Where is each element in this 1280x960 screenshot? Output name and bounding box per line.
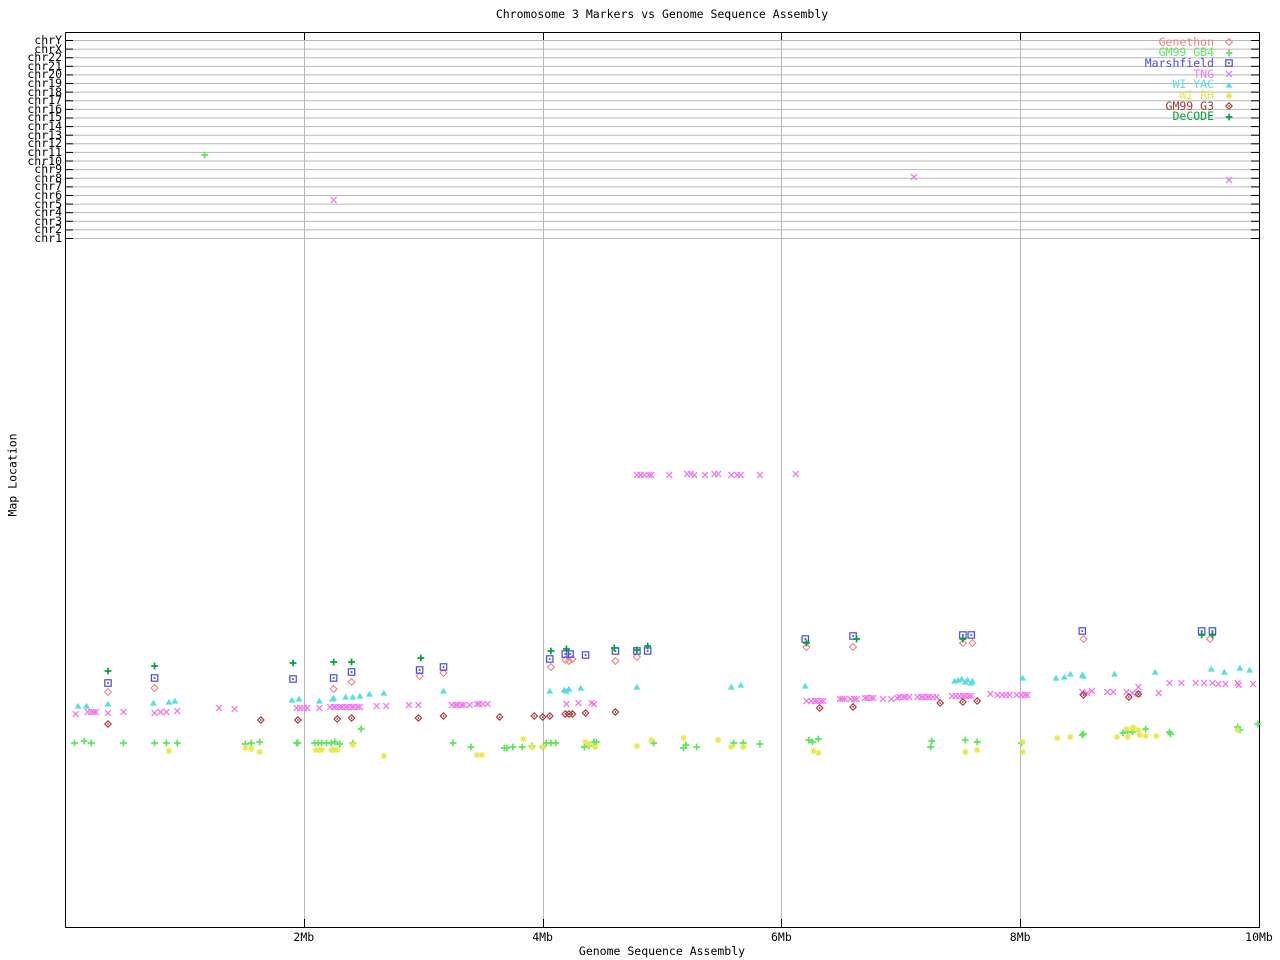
plot-border bbox=[65, 32, 1260, 928]
series-decode bbox=[104, 631, 1216, 675]
x-tick-label-8mb: 8Mb bbox=[1009, 930, 1031, 944]
x-tick-label-4mb: 4Mb bbox=[532, 930, 553, 944]
legend-item-marshfield: Marshfield bbox=[1144, 55, 1214, 70]
series-gm99-g3 bbox=[104, 690, 1143, 728]
y-tick-label-chr7: chr7 bbox=[34, 179, 62, 194]
legend-symbol-gm99-gb4 bbox=[1225, 49, 1233, 57]
y-tick-label-chr20: chr20 bbox=[27, 67, 62, 82]
y-tick-label-chr17: chr17 bbox=[27, 93, 62, 108]
y-tick-label-chr6: chr6 bbox=[34, 187, 62, 202]
series-marshfield bbox=[104, 627, 1217, 687]
legend-item-wi-yac: WI YAC bbox=[1172, 77, 1214, 92]
y-tick-label-chr5: chr5 bbox=[34, 196, 62, 211]
chart-title: Chromosome 3 Markers vs Genome Sequence … bbox=[495, 7, 829, 21]
legend-symbol-genethon bbox=[1224, 37, 1234, 47]
y-tick-label-chr21: chr21 bbox=[27, 58, 62, 73]
legend-item-tng: TNG bbox=[1193, 66, 1214, 81]
series-genethon bbox=[103, 634, 1215, 697]
legend-item-decode: DeCODE bbox=[1172, 109, 1214, 124]
legend-item-gm99-gb4: GM99 GB4 bbox=[1158, 45, 1214, 60]
y-tick-label-chr16: chr16 bbox=[27, 101, 62, 116]
y-tick-label-chr10: chr10 bbox=[27, 153, 62, 168]
series-tng bbox=[72, 173, 1257, 718]
series-wi-yac bbox=[74, 664, 1253, 709]
legend-symbol-decode bbox=[1225, 113, 1233, 121]
y-tick-label-chr15: chr15 bbox=[27, 110, 62, 125]
legend-item-gm99-g3: GM99 G3 bbox=[1165, 98, 1214, 113]
legend-symbol-wi-rh bbox=[1225, 92, 1233, 99]
legend-item-genethon: Genethon bbox=[1158, 34, 1214, 49]
y-tick-label-chr18: chr18 bbox=[27, 84, 62, 99]
legend-symbol-gm99-g3 bbox=[1225, 102, 1233, 111]
y-tick-label-chr12: chr12 bbox=[27, 136, 62, 151]
y-tick-label-chr19: chr19 bbox=[27, 76, 62, 91]
gridlines bbox=[65, 32, 1259, 927]
y-tick-label-chry: chrY bbox=[34, 33, 62, 47]
x-tick-label-6mb: 6Mb bbox=[771, 930, 792, 944]
legend-symbol-tng bbox=[1225, 70, 1233, 78]
y-tick-label-chr8: chr8 bbox=[34, 170, 62, 185]
series-wi-rh bbox=[165, 724, 1241, 760]
x-tick-label-2mb: 2Mb bbox=[293, 930, 315, 944]
y-tick-label-chr14: chr14 bbox=[27, 119, 62, 134]
y-axis-title: Map Location bbox=[5, 433, 20, 517]
y-tick-label-chr9: chr9 bbox=[34, 162, 62, 177]
x-axis-title: Genome Sequence Assembly bbox=[578, 944, 746, 958]
legend-symbol-marshfield bbox=[1225, 59, 1233, 68]
series-gm99-gb4 bbox=[71, 151, 1262, 752]
y-tick-label-chr11: chr11 bbox=[27, 144, 62, 159]
legend-symbol-wi-yac bbox=[1225, 81, 1233, 88]
y-tick-label-chrx: chrX bbox=[34, 41, 62, 56]
y-tick-label-chr2: chr2 bbox=[34, 222, 62, 237]
y-tick-label-chr3: chr3 bbox=[34, 213, 62, 228]
y-tick-label-chr22: chr22 bbox=[27, 50, 62, 65]
x-tick-label-10mb: 10Mb bbox=[1245, 930, 1273, 944]
y-tick-label-chr1: chr1 bbox=[34, 231, 62, 245]
y-tick-label-chr13: chr13 bbox=[27, 127, 62, 142]
legend-item-wi-rh: WI RH bbox=[1179, 88, 1214, 102]
y-tick-label-chr4: chr4 bbox=[34, 205, 62, 220]
